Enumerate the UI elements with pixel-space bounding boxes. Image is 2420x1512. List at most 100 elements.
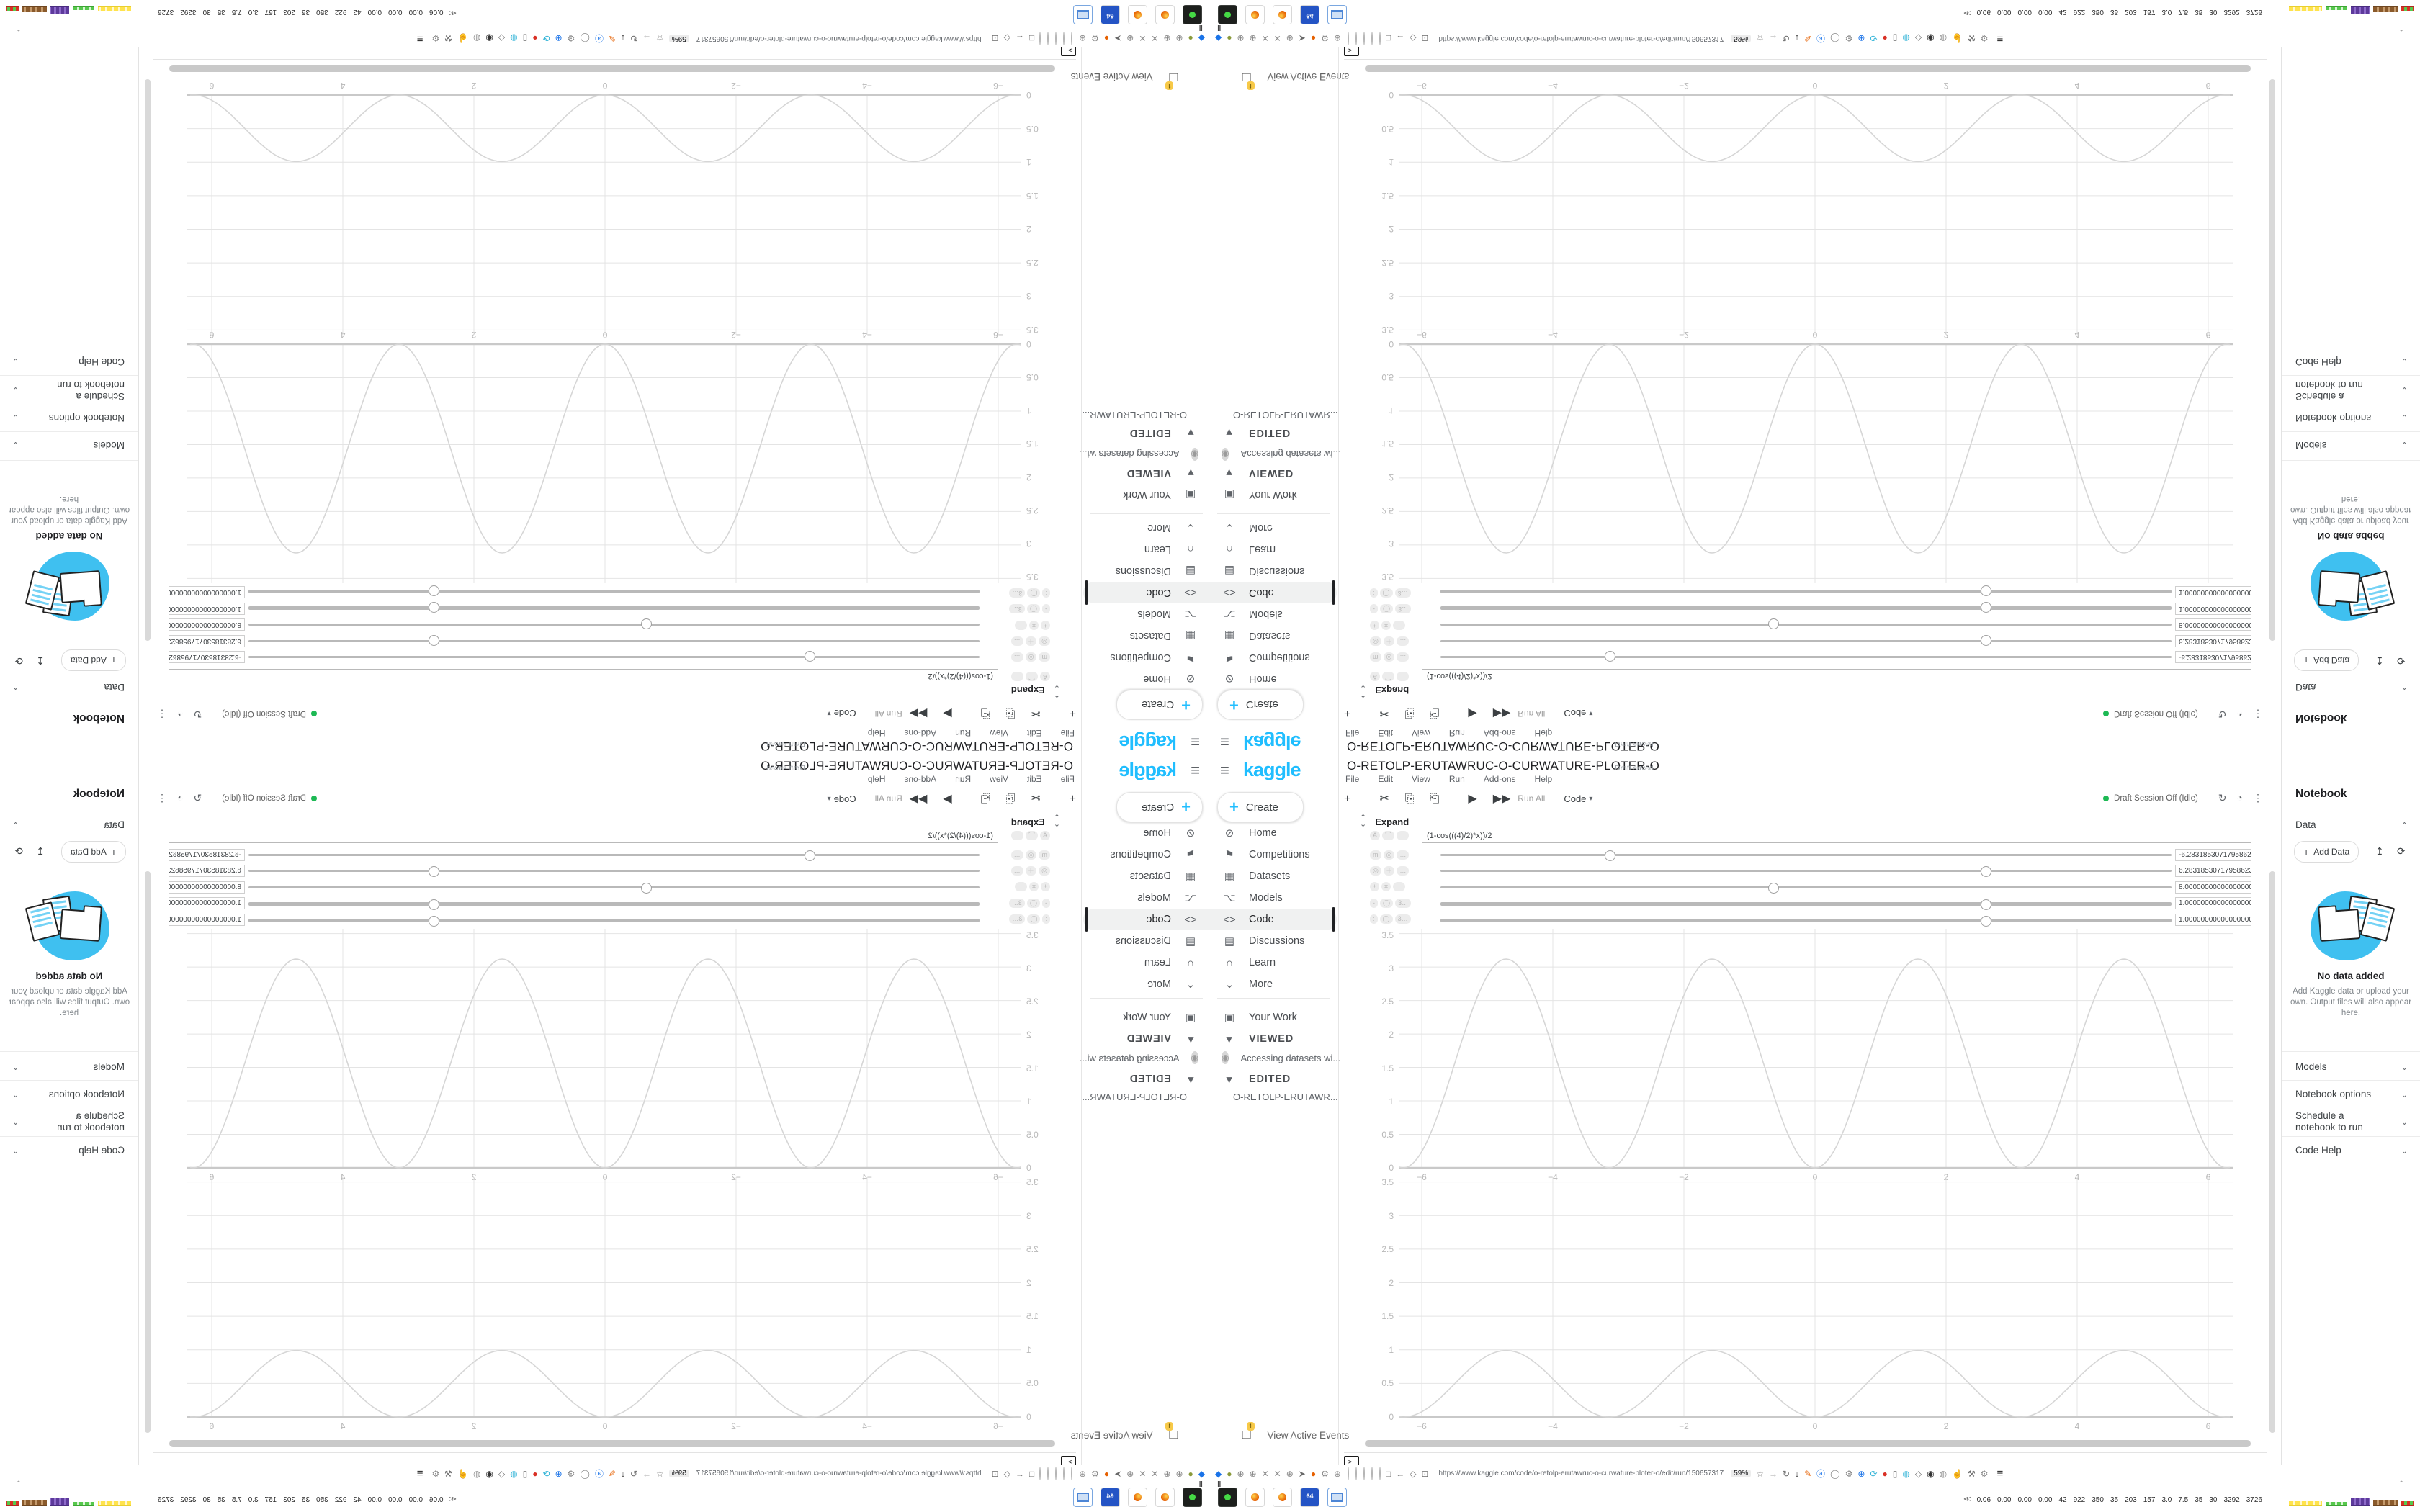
zoom-level-badge[interactable]: 59%: [1731, 1470, 1752, 1477]
slider-handle[interactable]: [1981, 634, 1992, 646]
sidebar-item-models[interactable]: ⌥ Models: [1083, 603, 1210, 625]
sidebar-item-competitions[interactable]: ⚑ Competitions: [1210, 647, 1337, 668]
slider-value-input[interactable]: 1.0000000000000000000: [2175, 586, 2251, 599]
create-button[interactable]: + Create: [1116, 792, 1203, 822]
screenshot-app-icon[interactable]: [1183, 5, 1202, 24]
sidebar-item-more[interactable]: ⌄ More: [1210, 517, 1337, 539]
download-icon[interactable]: ↓: [1795, 1468, 1800, 1479]
sidebar-item-learn[interactable]: ∩ Learn: [1210, 952, 1337, 973]
menu-file[interactable]: File: [1060, 774, 1075, 784]
firefox-app-icon[interactable]: [1128, 5, 1147, 24]
slider-track[interactable]: [248, 601, 980, 613]
window-icon[interactable]: □: [1385, 33, 1392, 44]
paste-icon[interactable]: ⎗: [980, 793, 990, 805]
globe-icon[interactable]: ⊕: [1079, 33, 1087, 44]
sidebar-item-more[interactable]: ⌄ More: [1083, 973, 1210, 995]
shield-icon[interactable]: ◇: [1410, 33, 1417, 44]
slider-track[interactable]: [1440, 850, 2172, 861]
sidebar-item-more[interactable]: ⌄ More: [1210, 973, 1337, 995]
sidebar-item-home[interactable]: ⊘ Home: [1083, 668, 1210, 690]
wrench-icon[interactable]: ⚒: [1968, 33, 1976, 44]
collapse-caret-icon[interactable]: ˆ: [17, 22, 20, 33]
tab-dot-icon[interactable]: [1055, 1466, 1057, 1480]
viewed-group-toggle[interactable]: ▾ VIEWED: [1210, 1028, 1337, 1050]
paste-icon[interactable]: ⎗: [1430, 793, 1440, 805]
cell-type-dropdown[interactable]: Code: [833, 708, 856, 719]
viewed-group-toggle[interactable]: ▾ VIEWED: [1210, 462, 1337, 484]
slider-handle[interactable]: [804, 850, 815, 861]
menu-icon[interactable]: ≡: [416, 1467, 424, 1480]
globe-icon[interactable]: ⊕: [1126, 33, 1134, 44]
screenshot-app-icon[interactable]: [1218, 1488, 1237, 1507]
slider-handle[interactable]: [1981, 915, 1992, 927]
collapse-caret-icon[interactable]: ˆ: [2400, 1479, 2403, 1490]
globe-icon[interactable]: ⊕: [1333, 33, 1341, 44]
shield-icon[interactable]: ◇: [1914, 33, 1922, 44]
notebook-title[interactable]: O-RETOLP-ERUTAWRUC-O-CURWATURE-PLOTER-O: [760, 759, 1073, 773]
globe-icon[interactable]: ⊕: [1286, 33, 1294, 44]
restart-icon[interactable]: ↻: [193, 792, 202, 804]
slider-track[interactable]: [1440, 915, 2172, 927]
trash-icon[interactable]: ▯: [1892, 1468, 1898, 1479]
firefox-app-icon[interactable]: [1245, 5, 1265, 24]
menu-edit[interactable]: Edit: [1378, 728, 1394, 738]
zoom-level-badge[interactable]: 59%: [1731, 35, 1752, 42]
refresh-icon[interactable]: ⟳: [14, 655, 23, 667]
slider-value-input[interactable]: 1.0000000000000000000: [2175, 602, 2251, 615]
firefox-app-icon[interactable]: [1155, 1488, 1175, 1507]
adblock-icon[interactable]: ●: [1188, 33, 1193, 44]
kebab-menu-icon[interactable]: ⋮: [2253, 708, 2263, 720]
bookmark-icon[interactable]: ◆: [1198, 33, 1205, 44]
slider-value-input[interactable]: -6.283185307179586232: [2175, 651, 2251, 663]
formula-input[interactable]: (1-cos(((4)/2)*x))/2: [169, 829, 998, 843]
star-icon[interactable]: ☆: [1756, 1468, 1765, 1479]
slider-track[interactable]: [248, 866, 980, 878]
slider-value-input[interactable]: 6.2831853071795862320: [169, 634, 245, 647]
run-cell-icon[interactable]: ▶: [1468, 793, 1477, 805]
sidebar-item-code[interactable]: <> Code: [1083, 580, 1210, 605]
menu-add-ons[interactable]: Add-ons: [1483, 774, 1516, 784]
upload-icon[interactable]: ↥: [36, 655, 45, 667]
slider-handle[interactable]: [804, 651, 815, 662]
sidebar-item-code[interactable]: <> Code: [1210, 580, 1337, 605]
slider-value-input[interactable]: -6.283185307179586232: [169, 849, 245, 861]
firefox-app-icon[interactable]: [1128, 1488, 1147, 1507]
run-all-icon[interactable]: ▶▶: [1492, 707, 1511, 719]
tab-dot-icon[interactable]: [1039, 32, 1041, 46]
hamburger-menu-icon[interactable]: ≡: [1220, 761, 1229, 779]
sidebar-item-competitions[interactable]: ⚑ Competitions: [1083, 647, 1210, 668]
edited-item[interactable]: O-RETOLP-ERUTAWR...: [1082, 410, 1187, 421]
sidebar-item-datasets[interactable]: ▦ Datasets: [1210, 625, 1337, 647]
add-data-button[interactable]: + Add Data: [60, 649, 126, 671]
cursor-icon[interactable]: ➤: [1114, 33, 1122, 44]
forward-icon[interactable]: →: [642, 33, 651, 44]
gear-icon[interactable]: ⚙: [1091, 33, 1099, 44]
record-icon[interactable]: ●: [1882, 1468, 1888, 1479]
collapsed-cell-expand[interactable]: ⌃ ⌄ Expand: [1010, 683, 1060, 698]
tab-dot-icon[interactable]: [1055, 32, 1057, 46]
panel-section-schedule-a-notebook-to-run[interactable]: Schedule a notebook to run ⌄: [12, 1110, 125, 1133]
cut-icon[interactable]: ✂: [1379, 793, 1389, 805]
download-icon[interactable]: ↓: [620, 33, 625, 44]
sidebar-item-learn[interactable]: ∩ Learn: [1083, 539, 1210, 560]
globe-icon[interactable]: ◍: [472, 33, 481, 44]
formula-input[interactable]: (1-cos(((4)/2)*x))/2: [169, 669, 998, 683]
record-icon[interactable]: ●: [532, 1468, 538, 1479]
kaggle-logo[interactable]: kaggle: [1119, 732, 1177, 753]
copy-icon[interactable]: ⎘: [1005, 707, 1016, 719]
notebook-title[interactable]: O-RETOLP-ERUTAWRUC-O-CURWATURE-PLOTER-O: [760, 739, 1073, 753]
slider-handle[interactable]: [428, 634, 439, 646]
viewed-item[interactable]: ◉ Accessing datasets wi...: [1079, 1051, 1198, 1064]
sidebar-item-datasets[interactable]: ▦ Datasets: [1210, 865, 1337, 887]
panel-section-code-help[interactable]: Code Help ⌄: [12, 356, 125, 367]
slider-handle[interactable]: [641, 618, 653, 630]
firefox-app-icon[interactable]: [1155, 5, 1175, 24]
badge-icon[interactable]: ◉: [485, 33, 493, 44]
url-field[interactable]: https://www.kaggle.com/code/o-retolp-eru…: [1438, 1470, 1724, 1477]
slider-track[interactable]: [1440, 601, 2172, 613]
gear-icon[interactable]: ⚙: [1980, 33, 1989, 44]
shield-icon[interactable]: ◇: [498, 1468, 506, 1479]
menu-run[interactable]: Run: [955, 774, 972, 784]
cut-icon[interactable]: ✂: [1031, 793, 1041, 805]
slider-track[interactable]: [248, 850, 980, 861]
